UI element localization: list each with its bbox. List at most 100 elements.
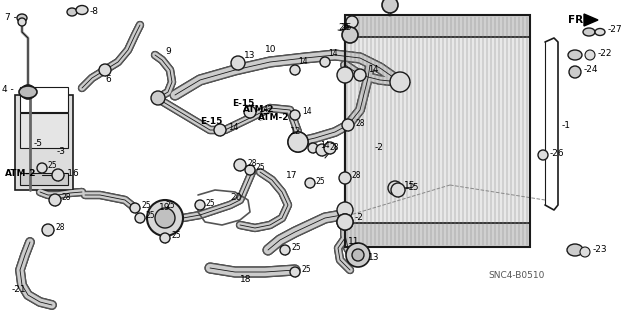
Text: 14: 14	[258, 106, 269, 115]
Text: 10: 10	[265, 46, 276, 55]
Circle shape	[308, 143, 318, 153]
Circle shape	[342, 119, 354, 131]
Text: 25: 25	[206, 198, 216, 207]
Circle shape	[290, 110, 300, 120]
Circle shape	[324, 142, 336, 154]
Text: 28: 28	[329, 144, 339, 152]
Text: 26: 26	[340, 24, 351, 33]
Circle shape	[316, 144, 328, 156]
Ellipse shape	[595, 28, 605, 35]
Text: FR.: FR.	[568, 15, 588, 25]
Text: 15: 15	[408, 183, 419, 192]
Circle shape	[244, 106, 256, 118]
Text: 7 -: 7 -	[5, 12, 17, 21]
Text: -24: -24	[584, 65, 598, 75]
Circle shape	[280, 245, 290, 255]
Circle shape	[288, 132, 308, 152]
Circle shape	[352, 249, 364, 261]
Text: -2: -2	[375, 144, 384, 152]
Text: -3: -3	[57, 147, 66, 157]
Text: ATM-2: ATM-2	[243, 106, 275, 115]
Circle shape	[214, 124, 226, 136]
Circle shape	[338, 68, 352, 82]
Text: ATM-2: ATM-2	[259, 119, 264, 121]
Text: ATM-2: ATM-2	[258, 113, 289, 122]
Text: 13: 13	[368, 254, 380, 263]
Circle shape	[290, 65, 300, 75]
Circle shape	[231, 56, 245, 70]
Circle shape	[337, 214, 353, 230]
Text: 14: 14	[302, 108, 312, 116]
Text: 25: 25	[141, 202, 150, 211]
Text: E-15: E-15	[200, 117, 222, 127]
Text: 25: 25	[316, 176, 326, 186]
Text: 14: 14	[298, 57, 308, 66]
Bar	[345, 15, 530, 37]
Circle shape	[245, 165, 255, 175]
Text: 9: 9	[165, 48, 171, 56]
Text: -2: -2	[355, 213, 364, 222]
Circle shape	[37, 163, 47, 173]
Bar	[345, 15, 530, 247]
Text: 26: 26	[338, 24, 349, 33]
Text: 14: 14	[320, 140, 330, 150]
Text: 14: 14	[228, 123, 239, 132]
Circle shape	[305, 178, 315, 188]
Bar	[20, 113, 68, 148]
Text: 13: 13	[244, 51, 255, 61]
Text: 20: 20	[230, 194, 241, 203]
Text: 25: 25	[256, 164, 266, 173]
Text: E-15: E-15	[232, 100, 254, 108]
Text: 28: 28	[62, 194, 72, 203]
Circle shape	[155, 208, 175, 228]
Bar	[20, 87, 68, 112]
Circle shape	[155, 203, 165, 213]
Circle shape	[99, 64, 111, 76]
Text: -22: -22	[598, 48, 612, 57]
Polygon shape	[584, 14, 598, 26]
Circle shape	[21, 85, 35, 99]
Ellipse shape	[67, 8, 77, 16]
Circle shape	[580, 247, 590, 257]
Text: -5: -5	[34, 138, 43, 147]
Circle shape	[320, 57, 330, 67]
Circle shape	[337, 214, 353, 230]
Circle shape	[346, 243, 370, 267]
Ellipse shape	[19, 86, 37, 98]
Ellipse shape	[568, 50, 582, 60]
Ellipse shape	[583, 28, 595, 36]
Text: -1: -1	[562, 121, 571, 130]
Circle shape	[147, 200, 183, 236]
Circle shape	[337, 67, 353, 83]
Circle shape	[346, 16, 358, 28]
Text: ATM-2: ATM-2	[5, 168, 36, 177]
Circle shape	[195, 200, 205, 210]
Ellipse shape	[567, 244, 583, 256]
Circle shape	[52, 169, 64, 181]
Circle shape	[538, 150, 548, 160]
Text: -16: -16	[65, 168, 80, 177]
Circle shape	[390, 72, 410, 92]
Text: 25: 25	[291, 243, 301, 253]
Text: 18: 18	[240, 276, 252, 285]
Text: 4 -: 4 -	[2, 85, 13, 94]
Ellipse shape	[76, 5, 88, 14]
Circle shape	[388, 181, 402, 195]
Circle shape	[49, 194, 61, 206]
Text: -26: -26	[550, 149, 564, 158]
Circle shape	[391, 73, 409, 91]
Circle shape	[337, 202, 353, 218]
Text: 14: 14	[368, 65, 378, 75]
Text: -21: -21	[12, 286, 27, 294]
Circle shape	[234, 159, 246, 171]
Text: 28: 28	[355, 118, 365, 128]
Text: 14: 14	[328, 49, 338, 58]
Text: -8: -8	[90, 6, 99, 16]
Circle shape	[42, 224, 54, 236]
Text: 25: 25	[166, 202, 175, 211]
Text: 25: 25	[146, 211, 156, 220]
Text: 25: 25	[171, 232, 180, 241]
Circle shape	[354, 69, 366, 81]
Circle shape	[342, 27, 358, 43]
Text: 19: 19	[159, 204, 171, 212]
